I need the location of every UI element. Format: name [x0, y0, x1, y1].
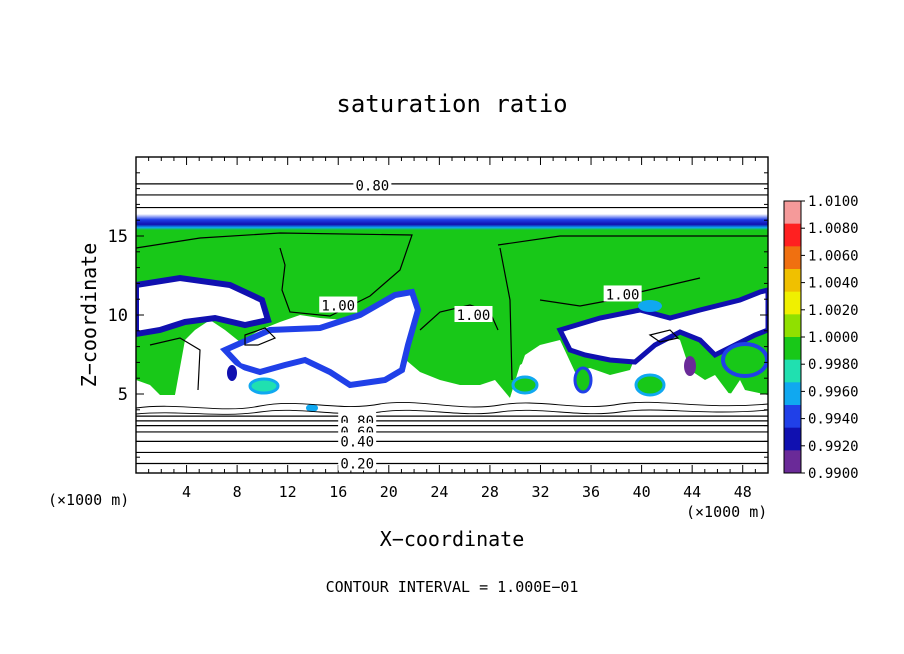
axis-ticks: [136, 157, 768, 473]
colorbar-swatch: [784, 314, 801, 338]
x-tick-label: 24: [430, 483, 448, 501]
colorbar-label: 0.9980: [808, 357, 859, 373]
x-tick-label: 28: [481, 483, 499, 501]
x-unit-left: (×1000 m): [48, 491, 129, 509]
x-tick-labels: 4 8 12 16 20 24 28 32 36 40 44 48: [182, 483, 752, 501]
clear-region-lower: [136, 345, 515, 410]
horizontal-contours: [136, 183, 768, 465]
colorbar-swatch: [784, 269, 801, 293]
contour-interval-footer: CONTOUR INTERVAL = 1.000E−01: [326, 578, 579, 596]
colorbar-swatch: [784, 246, 801, 270]
y-tick-labels: 5 10 15: [108, 227, 128, 405]
colorbar-swatch: [784, 337, 801, 361]
svg-text:1.00: 1.00: [457, 308, 491, 324]
contour-label: 1.00: [603, 285, 642, 303]
contour-label: 0.40: [338, 432, 377, 450]
x-tick-label: 16: [329, 483, 347, 501]
colorbar-swatch: [784, 359, 801, 383]
contour-label: 0.80: [353, 176, 392, 194]
colorbar-label: 1.0020: [808, 303, 859, 319]
colorbar-swatch: [784, 223, 801, 247]
svg-text:1.00: 1.00: [606, 287, 640, 303]
x-tick-label: 40: [633, 483, 651, 501]
colorbar-label: 1.0000: [808, 330, 859, 346]
colorbar-swatch: [784, 450, 801, 474]
colorbar-label: 1.0100: [808, 194, 859, 210]
y-axis-label: Z−coordinate: [77, 243, 101, 388]
y-tick-label: 5: [118, 385, 128, 405]
clear-region-right: [556, 287, 768, 365]
y-tick-label: 10: [108, 306, 128, 326]
x-tick-label: 12: [279, 483, 297, 501]
colorbar-label: 0.9900: [808, 466, 859, 482]
x-tick-label: 8: [233, 483, 242, 501]
x-tick-label: 44: [683, 483, 701, 501]
x-tick-label: 4: [182, 483, 191, 501]
colorbar-swatch: [784, 201, 801, 225]
colorbar-label: 0.9920: [808, 439, 859, 455]
x-tick-label: 32: [531, 483, 549, 501]
cloud-top-band: [136, 214, 768, 230]
x-tick-label: 20: [380, 483, 398, 501]
contour-label: 1.00: [454, 306, 493, 324]
colorbar-label: 1.0080: [808, 221, 859, 237]
colorbar-label: 1.0040: [808, 276, 859, 292]
svg-text:0.80: 0.80: [356, 178, 390, 194]
x-tick-label: 36: [582, 483, 600, 501]
clear-region-left: [136, 274, 272, 338]
colorbar-swatch: [784, 427, 801, 451]
colorbar-swatch: [784, 405, 801, 429]
x-axis-label: X−coordinate: [380, 527, 525, 551]
svg-text:0.40: 0.40: [340, 434, 374, 450]
colorbar: 1.0100 1.0080 1.0060 1.0040 1.0020 1.0000 0.99…: [783, 194, 859, 482]
x-tick-label: 48: [734, 483, 752, 501]
y-tick-label: 15: [108, 227, 128, 247]
contour-label: 0.20: [338, 454, 377, 473]
svg-text:1.00: 1.00: [321, 299, 355, 315]
colorbar-label: 0.9960: [808, 384, 859, 400]
svg-text:0.20: 0.20: [340, 457, 374, 473]
colorbar-label: 0.9940: [808, 412, 859, 428]
x-unit-right: (×1000 m): [686, 503, 767, 521]
chart-title: saturation ratio: [336, 90, 567, 118]
colorbar-swatch: [784, 382, 801, 406]
colorbar-label: 1.0060: [808, 248, 859, 264]
contour-labels: 0.801.001.001.000.800.600.400.20: [319, 176, 642, 473]
colorbar-swatch: [784, 291, 801, 315]
contour-label: 1.00: [319, 296, 358, 315]
clear-region-center: [219, 288, 422, 389]
